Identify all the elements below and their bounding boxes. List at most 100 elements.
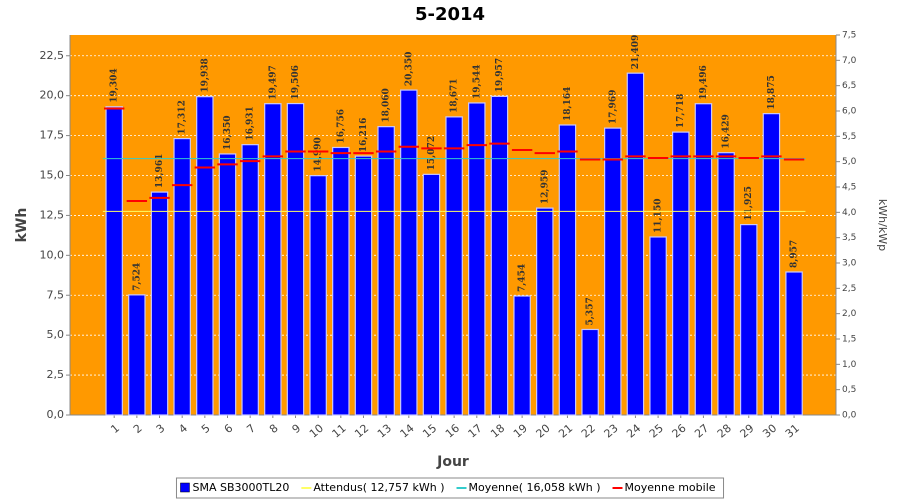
bar: [513, 295, 531, 416]
data-label: 11,150: [654, 199, 664, 233]
bar: [626, 72, 645, 416]
y-tick-label: 10,0: [40, 248, 65, 261]
bar: [264, 103, 282, 416]
legend-label: Moyenne( 16,058 kWh ): [469, 481, 601, 494]
y2-tick-label: 2,5: [842, 284, 856, 294]
bar: [581, 328, 599, 416]
bar: [490, 95, 509, 416]
bar: [377, 126, 395, 416]
data-label: 19,938: [200, 58, 210, 92]
data-label: 19,957: [495, 58, 505, 92]
x-axis-label: Jour: [436, 454, 469, 470]
x-tick-label: 3: [154, 422, 168, 436]
y2-tick-label: 4,5: [842, 183, 856, 193]
data-label: 5,357: [586, 297, 596, 325]
x-tick-label: 6: [222, 422, 236, 436]
bar: [649, 236, 667, 416]
data-label: 17,312: [178, 100, 188, 134]
x-tick-label: 4: [176, 422, 190, 436]
x-tick-label: 2: [131, 422, 145, 436]
x-tick-label: 10: [307, 422, 326, 441]
y2-axis-label: kWh/kWp: [876, 199, 889, 251]
y2-tick-label: 5,5: [842, 132, 856, 142]
y-axis-label: kWh: [14, 208, 30, 243]
x-tick-label: 15: [420, 422, 439, 441]
x-tick-label: 26: [670, 422, 689, 441]
x-tick-label: 12: [352, 422, 371, 441]
data-label: 16,350: [223, 115, 233, 149]
bar: [332, 146, 350, 416]
data-label: 18,164: [563, 87, 573, 121]
x-tick-label: 7: [244, 422, 258, 436]
x-tick-label: 5: [199, 422, 213, 436]
bar: [354, 155, 373, 416]
y-tick-label: 0,0: [47, 408, 65, 421]
x-tick-label: 11: [330, 422, 349, 441]
x-tick-label: 1: [108, 422, 122, 436]
y2-tick-label: 6,0: [842, 107, 857, 117]
x-tick-label: 30: [760, 422, 779, 441]
data-label: 11,925: [744, 186, 754, 220]
data-label: 17,718: [676, 94, 686, 128]
legend-label: Attendus( 12,757 kWh ): [313, 481, 444, 494]
bar: [400, 89, 418, 416]
y-tick-label: 22,5: [40, 49, 65, 62]
data-label: 13,961: [155, 154, 165, 188]
data-label: 18,060: [382, 88, 392, 122]
x-tick-label: 27: [692, 422, 711, 441]
x-tick-label: 14: [398, 422, 417, 441]
y2-tick-label: 6,5: [842, 81, 856, 91]
legend-box: [175, 477, 725, 499]
x-tick-label: 19: [511, 422, 530, 441]
x-tick-label: 9: [290, 422, 304, 436]
x-tick-label: 22: [579, 422, 598, 441]
y-tick-label: 15,0: [40, 169, 65, 182]
bar: [785, 271, 803, 416]
x-tick-label: 17: [466, 422, 485, 441]
bar: [173, 137, 191, 416]
y2-tick-label: 0,5: [842, 385, 856, 395]
y-tick-label: 7,5: [47, 288, 65, 301]
data-label: 16,931: [246, 106, 256, 140]
x-tick-label: 18: [488, 422, 507, 441]
bar: [286, 102, 305, 416]
bar: [762, 113, 781, 416]
legend-label: SMA SB3000TL20: [192, 481, 289, 494]
bar: [309, 175, 327, 416]
y2-tick-label: 3,0: [842, 259, 857, 269]
data-label: 18,875: [767, 75, 777, 109]
y-tick-label: 17,5: [40, 129, 65, 142]
legend: SMA SB3000TL20 Attendus( 12,757 kWh ) Moye…: [175, 477, 725, 499]
bar: [468, 102, 486, 416]
x-tick-label: 16: [443, 422, 462, 441]
bar: [694, 103, 713, 416]
data-label: 21,409: [631, 35, 641, 69]
data-label: 16,216: [359, 118, 369, 152]
bar: [196, 96, 214, 416]
bar: [150, 191, 169, 416]
data-label: 7,524: [132, 263, 142, 291]
data-label: 19,497: [268, 65, 278, 99]
bar: [445, 116, 463, 416]
data-label: 19,496: [699, 65, 709, 99]
data-label: 7,454: [518, 264, 528, 292]
data-label: 8,957: [790, 240, 800, 268]
x-tick-label: 25: [647, 422, 666, 441]
x-tick-label: 13: [375, 422, 394, 441]
bar: [536, 207, 554, 416]
y2-tick-label: 1,5: [842, 335, 856, 345]
y2-tick-label: 3,5: [842, 233, 856, 243]
bar: [558, 124, 577, 416]
data-label: 19,544: [472, 64, 482, 98]
bar: [717, 152, 735, 416]
y2-tick-label: 0,0: [842, 411, 857, 421]
y2-tick-label: 5,0: [842, 157, 857, 167]
data-label: 16,756: [336, 109, 346, 143]
data-label: 14,990: [314, 137, 324, 171]
data-label: 18,671: [450, 78, 460, 112]
legend-label: Moyenne mobile: [625, 481, 716, 494]
x-tick-label: 29: [738, 422, 757, 441]
y2-tick-label: 1,0: [842, 360, 857, 370]
x-tick-label: 23: [602, 422, 621, 441]
